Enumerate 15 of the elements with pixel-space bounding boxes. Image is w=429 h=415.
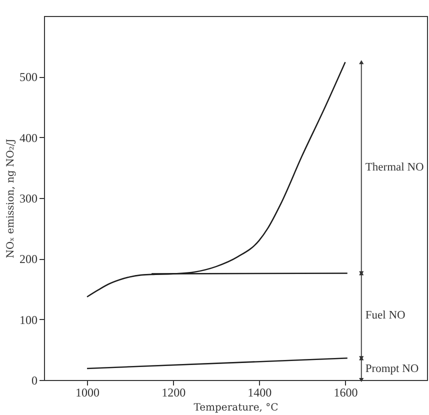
y-tick-label: 100 bbox=[20, 312, 38, 327]
y-tick-label: 400 bbox=[20, 130, 38, 145]
x-tick-label: 1400 bbox=[248, 386, 272, 400]
y-tick-label: 0 bbox=[32, 374, 38, 388]
y-tick-label: 500 bbox=[20, 70, 38, 84]
annotation: Prompt NO bbox=[365, 363, 419, 376]
x-tick-label: 1200 bbox=[162, 386, 186, 400]
y-tick-label: 200 bbox=[20, 252, 38, 266]
y-tick-label: 300 bbox=[20, 192, 38, 206]
x-tick-label: 1000 bbox=[76, 386, 100, 400]
x-axis-title: Temperature, °C bbox=[194, 402, 279, 414]
annotation: Fuel NO bbox=[365, 310, 406, 322]
x-tick-label: 1600 bbox=[334, 386, 358, 400]
y-axis-title: NOₓ emission, ng NO₂/J bbox=[6, 138, 16, 258]
annotation: Thermal NO bbox=[365, 162, 424, 174]
